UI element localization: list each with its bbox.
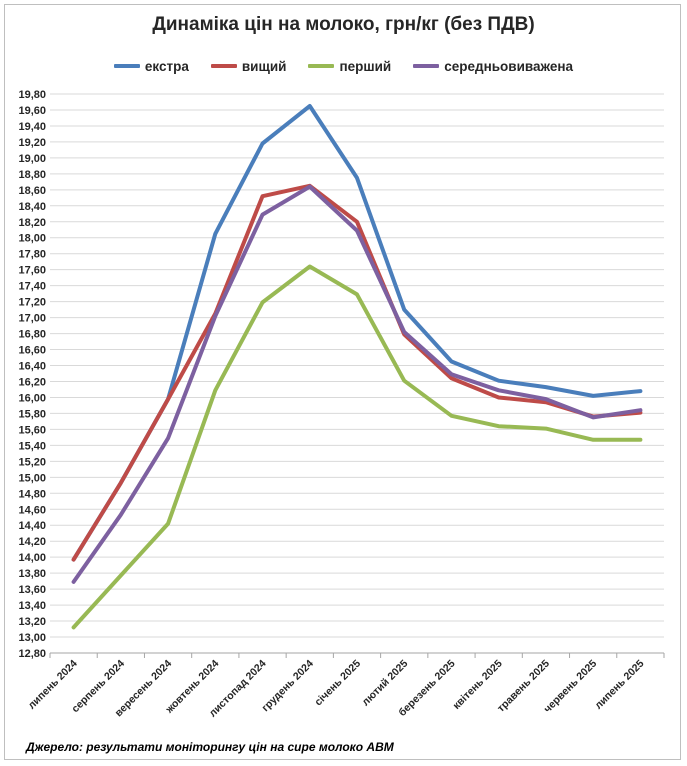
legend-label: середньовиважена bbox=[444, 58, 574, 74]
legend-swatch bbox=[308, 64, 335, 68]
y-tick-label: 15,80 bbox=[18, 408, 46, 420]
y-tick-label: 17,60 bbox=[18, 265, 46, 277]
y-tick-label: 14,80 bbox=[18, 488, 46, 500]
chart-legend: екстра вищий перший середньовиважена bbox=[0, 56, 687, 76]
legend-item: вищий bbox=[210, 58, 287, 74]
y-tick-label: 16,20 bbox=[18, 376, 46, 388]
y-tick-label: 15,00 bbox=[18, 472, 46, 484]
y-tick-label: 16,00 bbox=[18, 392, 46, 404]
y-tick-label: 19,40 bbox=[18, 121, 46, 133]
legend-label: екстра bbox=[144, 58, 189, 74]
y-tick-label: 17,40 bbox=[18, 281, 46, 293]
y-tick-label: 19,20 bbox=[18, 137, 46, 149]
y-tick-label: 17,20 bbox=[18, 297, 46, 309]
y-tick-label: 13,20 bbox=[18, 616, 46, 628]
series-line-4 bbox=[71, 184, 643, 584]
y-tick-label: 12,80 bbox=[18, 648, 46, 660]
y-tick-label: 18,40 bbox=[18, 201, 46, 213]
y-tick-label: 18,20 bbox=[18, 217, 46, 229]
legend-swatch bbox=[413, 64, 440, 68]
y-tick-label: 17,80 bbox=[18, 249, 46, 261]
x-tick-label: лютий 2025 bbox=[360, 658, 411, 709]
gridlines bbox=[50, 93, 664, 654]
series-line-2 bbox=[71, 183, 643, 562]
legend-item: середньовиважена bbox=[413, 59, 573, 74]
y-tick-label: 13,60 bbox=[18, 584, 46, 596]
y-tick-label: 13,40 bbox=[18, 600, 46, 612]
y-tick-label: 19,00 bbox=[18, 153, 46, 165]
y-tick-label: 15,20 bbox=[18, 456, 46, 468]
y-tick-label: 14,40 bbox=[18, 520, 46, 532]
y-axis-ticks: 12,80 13,00 13,20 13,40 13,60 13,80 14,00 14,20… bbox=[18, 89, 46, 660]
y-tick-label: 17,00 bbox=[18, 313, 46, 325]
y-tick-label: 13,00 bbox=[18, 632, 46, 644]
y-tick-label: 15,60 bbox=[18, 424, 46, 436]
y-tick-label: 19,60 bbox=[18, 105, 46, 117]
y-tick-label: 18,00 bbox=[18, 233, 46, 245]
legend-label: вищий bbox=[241, 58, 287, 74]
series-lines bbox=[71, 104, 643, 630]
legend-swatch bbox=[113, 64, 140, 68]
y-tick-label: 15,40 bbox=[18, 440, 46, 452]
y-tick-label: 16,80 bbox=[18, 329, 46, 341]
y-tick-label: 16,40 bbox=[18, 361, 46, 373]
legend-item: екстра bbox=[113, 58, 189, 74]
y-tick-label: 18,60 bbox=[18, 185, 46, 197]
series-line-3 bbox=[71, 264, 643, 630]
y-tick-label: 14,00 bbox=[18, 552, 46, 564]
line-chart: 12,80 13,00 13,20 13,40 13,60 13,80 14,00 14,20… bbox=[18, 89, 665, 720]
legend-swatch bbox=[210, 64, 237, 68]
y-tick-label: 14,20 bbox=[18, 536, 46, 548]
y-tick-label: 19,80 bbox=[18, 89, 46, 101]
y-tick-label: 16,60 bbox=[18, 345, 46, 357]
legend-label: перший bbox=[339, 58, 392, 74]
source-note: Джерело: результати моніторингу цін на с… bbox=[26, 740, 394, 754]
y-tick-label: 14,60 bbox=[18, 504, 46, 516]
x-tick-label: липень 2025 bbox=[592, 658, 646, 712]
y-tick-label: 13,80 bbox=[18, 568, 46, 580]
chart-title: Динаміка цін на молоко, грн/кг (без ПДВ) bbox=[152, 14, 535, 35]
legend-item: перший bbox=[308, 59, 391, 74]
y-tick-label: 18,80 bbox=[18, 169, 46, 181]
x-tick-label: січень 2025 bbox=[312, 658, 363, 709]
chart-frame bbox=[4, 4, 681, 760]
